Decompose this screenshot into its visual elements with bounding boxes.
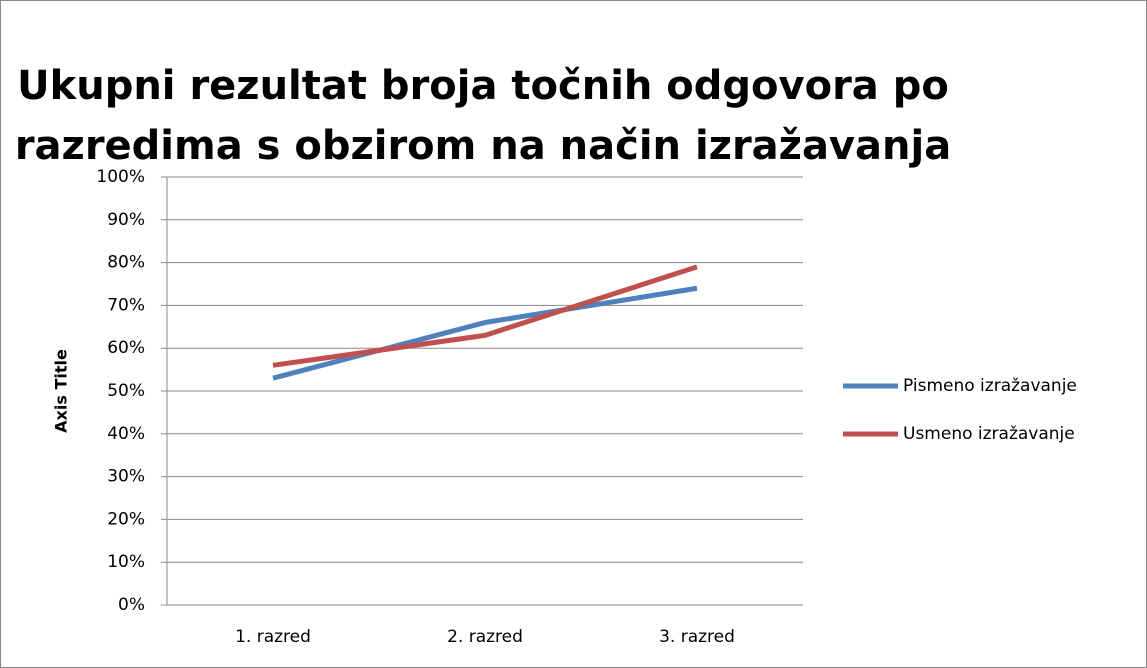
y-tick-label: 80% <box>107 253 145 273</box>
y-tick-label: 100% <box>96 167 145 187</box>
x-tick-label: 1. razred <box>235 627 311 647</box>
y-tick-label: 90% <box>107 210 145 230</box>
y-tick-label: 70% <box>107 295 145 315</box>
chart-title: razredima s obzirom na način izražavanja <box>15 123 951 169</box>
legend-label: Pismeno izražavanje <box>903 376 1077 396</box>
y-tick-label: 0% <box>118 595 145 615</box>
y-tick-label: 20% <box>107 509 145 529</box>
y-tick-label: 10% <box>107 552 145 572</box>
y-tick-label: 50% <box>107 381 145 401</box>
legend-label: Usmeno izražavanje <box>903 424 1075 444</box>
series-line <box>272 285 698 381</box>
series-line <box>272 264 698 368</box>
chart-title: Ukupni rezultat broja točnih odgovora po <box>17 63 949 109</box>
x-tick-label: 2. razred <box>447 627 523 647</box>
y-tick-label: 30% <box>107 467 145 487</box>
y-tick-label: 40% <box>107 424 145 444</box>
y-axis-title: Axis Title <box>52 349 71 433</box>
x-tick-label: 3. razred <box>659 627 735 647</box>
y-tick-label: 60% <box>107 338 145 358</box>
